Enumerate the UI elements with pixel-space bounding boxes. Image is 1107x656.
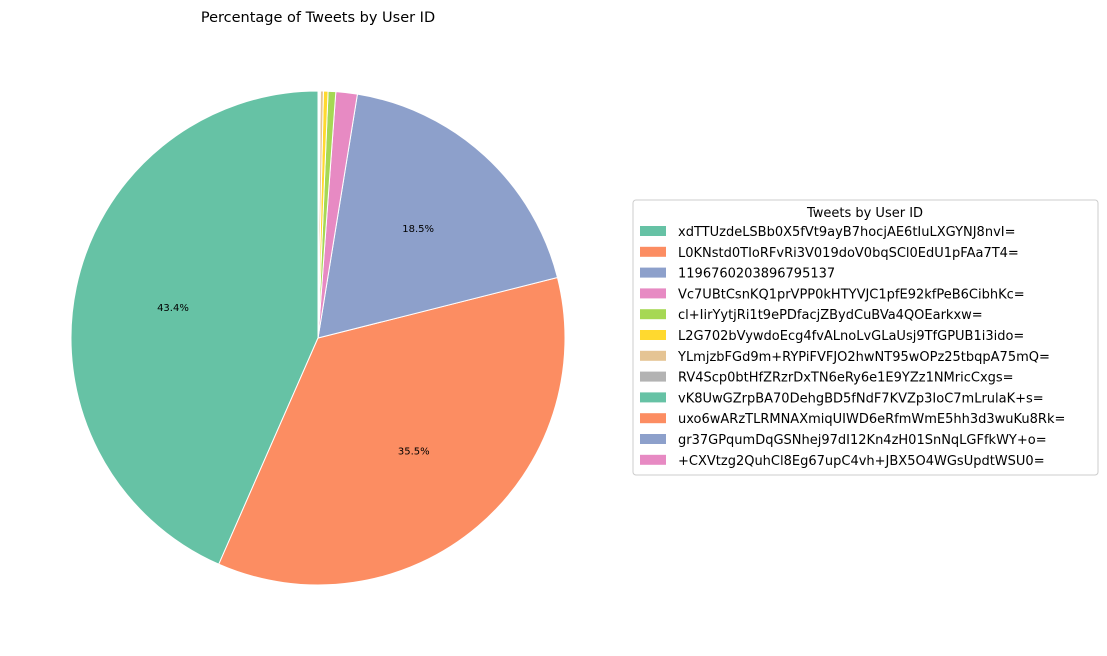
slice-percent-label: 18.5%: [402, 224, 434, 235]
legend-label: YLmjzbFGd9m+RYPiFVFJO2hwNT95wOPz25tbqpA7…: [677, 350, 1050, 365]
legend-label: gr37GPqumDqGSNhej97dI12Kn4zH01SnNqLGFfkW…: [678, 433, 1047, 448]
legend-label: L2G702bVywdoEcg4fvALnoLvGLaUsj9TfGPUB1i3…: [678, 329, 1024, 344]
legend-label: Vc7UBtCsnKQ1prVPP0kHTYVJC1pfE92kfPeB6Cib…: [678, 287, 1025, 302]
legend-label: L0KNstd0TIoRFvRi3V019doV0bqSCl0EdU1pFAa7…: [678, 246, 1019, 261]
legend-label: +CXVtzg2QuhCl8Eg67upC4vh+JBX5O4WGsUpdtWS…: [678, 454, 1045, 469]
legend-swatch: [640, 371, 666, 382]
slice-percent-label: 43.4%: [157, 303, 189, 314]
legend-label: vK8UwGZrpBA70DehgBD5fNdF7KVZp3IoC7mLrula…: [678, 391, 1044, 406]
chart-title: Percentage of Tweets by User ID: [201, 10, 435, 26]
legend-label: RV4Scp0btHfZRzrDxTN6eRy6e1E9YZz1NMricCxg…: [678, 371, 1014, 386]
legend-frame: [632, 199, 1099, 476]
legend-swatch: [640, 413, 666, 424]
legend-swatch: [640, 288, 666, 299]
legend-swatch: [640, 267, 666, 278]
legend-label: 1196760203896795137: [678, 267, 835, 282]
legend-title: Tweets by User ID: [806, 206, 923, 221]
legend-swatch: [640, 392, 666, 403]
legend-swatch: [640, 309, 666, 320]
legend: Tweets by User ID xdTTUzdeLSBb0X5fVt9ayB…: [632, 199, 1099, 476]
legend-swatch: [640, 454, 666, 465]
legend-label: uxo6wARzTLRMNAXmiqUIWD6eRfmWmE5hh3d3wuKu…: [678, 412, 1065, 427]
legend-swatch: [640, 246, 666, 257]
slice-percent-label: 35.5%: [398, 447, 430, 458]
legend-swatch: [640, 226, 666, 236]
legend-swatch: [640, 350, 666, 361]
legend-swatch: [640, 330, 666, 340]
legend-label: cl+IirYytjRi1t9ePDfacjZBydCuBVa4QOEarkxw…: [678, 308, 983, 323]
legend-swatch: [640, 434, 666, 444]
pie: 43.4% 35.5% 18.5%: [70, 90, 566, 586]
pie-slice: [317, 93, 559, 339]
pie-slice: [218, 276, 566, 586]
legend-label: xdTTUzdeLSBb0X5fVt9ayB7hocjAE6tIuLXGYNJ8…: [678, 225, 1016, 240]
pie-slice: [70, 90, 319, 565]
